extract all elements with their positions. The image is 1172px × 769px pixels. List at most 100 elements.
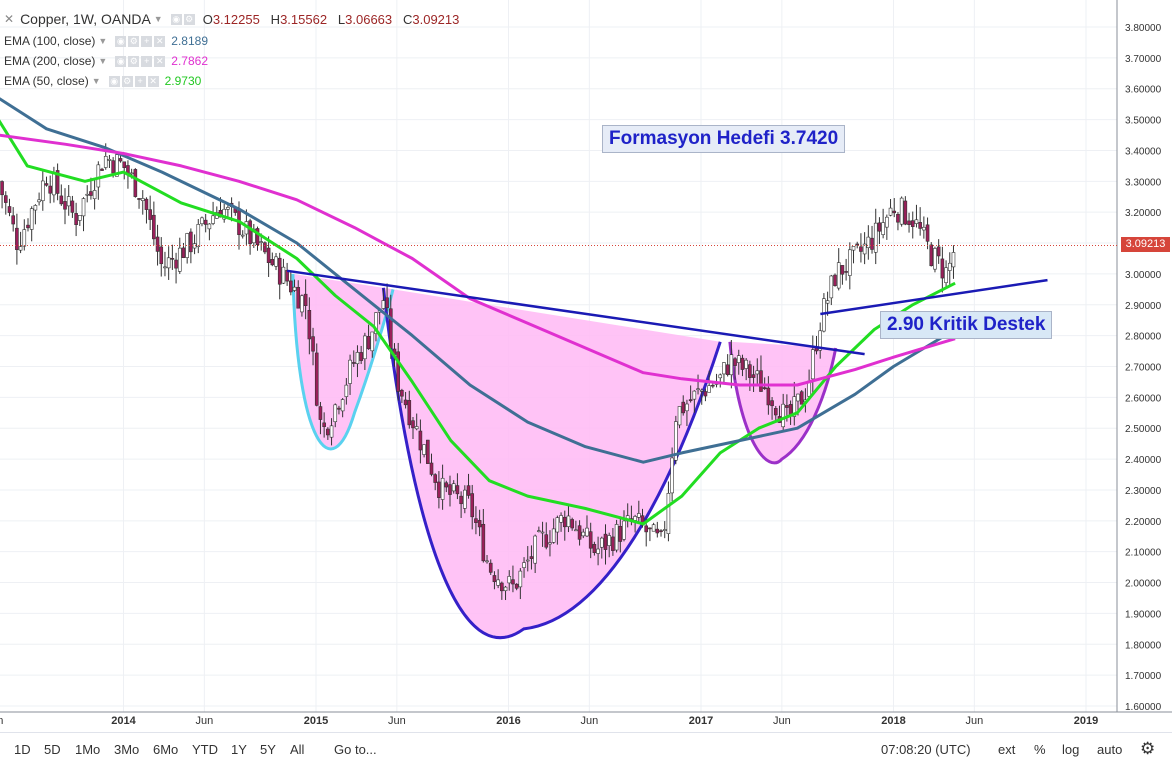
y-tick-label: 2.20000 <box>1125 517 1162 528</box>
range-3mo-button[interactable]: 3Mo <box>114 742 140 757</box>
y-tick-label: 3.40000 <box>1125 146 1162 157</box>
candle-body <box>422 444 426 455</box>
candle-body <box>914 219 919 224</box>
ext-toggle[interactable]: ext <box>998 742 1016 757</box>
log-toggle[interactable]: log <box>1062 742 1080 757</box>
close-icon[interactable]: ✕ <box>147 75 159 87</box>
x-tick-label: 2014 <box>111 715 136 727</box>
trend-line <box>820 278 1048 316</box>
candle-body <box>26 224 30 229</box>
gear-icon[interactable]: ⚙ <box>128 55 140 67</box>
chevron-down-icon[interactable]: ▼ <box>98 56 108 66</box>
candle-body <box>825 300 830 304</box>
symbol-legend[interactable]: ✕ Copper, 1W, OANDA ▼ ◉ ⚙ O3.12255 H3.15… <box>4 11 459 27</box>
gear-icon[interactable]: ⚙ <box>183 13 195 25</box>
close-icon[interactable]: ✕ <box>154 35 166 47</box>
candle-body <box>918 222 922 229</box>
settings-gear-icon[interactable]: ⚙ <box>1140 739 1156 758</box>
y-tick-label: 3.80000 <box>1125 23 1162 34</box>
candle-body <box>189 231 193 253</box>
candle-body <box>888 207 893 216</box>
chevron-down-icon[interactable]: ▼ <box>98 36 108 46</box>
plus-icon[interactable]: + <box>141 55 153 67</box>
bottom-toolbar: 1D 5D 1Mo 3Mo 6Mo YTD 1Y 5Y All Go to...… <box>0 732 1172 769</box>
y-tick-label: 2.40000 <box>1125 455 1162 466</box>
x-tick-label: Jun <box>773 715 791 727</box>
candle-body <box>799 391 804 405</box>
candle-body <box>59 195 64 205</box>
eye-icon[interactable]: ◉ <box>115 35 127 47</box>
range-1d-button[interactable]: 1D <box>14 742 31 757</box>
ema-50-legend[interactable]: EMA (50, close) ▼ ◉ ⚙ + ✕ 2.9730 <box>4 74 201 88</box>
eye-icon[interactable]: ◉ <box>108 75 120 87</box>
candle-body <box>951 252 956 268</box>
support-annotation[interactable]: 2.90 Kritik Destek <box>880 311 1053 339</box>
candle-body <box>444 482 449 488</box>
goto-button[interactable]: Go to... <box>334 742 377 757</box>
candle-body <box>337 407 341 410</box>
candle-body <box>944 267 948 283</box>
candle-body <box>18 246 23 251</box>
ema-200-legend[interactable]: EMA (200, close) ▼ ◉ ⚙ + ✕ 2.7862 <box>4 54 208 68</box>
y-tick-label: 2.90000 <box>1125 301 1162 312</box>
candle-body <box>933 248 937 270</box>
gear-icon[interactable]: ⚙ <box>128 35 140 47</box>
close-icon[interactable]: ✕ <box>154 55 166 67</box>
candle-body <box>174 259 178 269</box>
candle-body <box>177 247 182 272</box>
candle-body <box>329 425 334 438</box>
plus-icon[interactable]: + <box>141 35 153 47</box>
candle-body <box>581 531 586 537</box>
ema-100-legend[interactable]: EMA (100, close) ▼ ◉ ⚙ + ✕ 2.8189 <box>4 34 208 48</box>
range-6mo-button[interactable]: 6Mo <box>153 742 179 757</box>
percent-toggle[interactable]: % <box>1034 742 1046 757</box>
candle-body <box>140 198 145 201</box>
chevron-down-icon[interactable]: ▼ <box>91 76 101 86</box>
candle-body <box>947 262 952 271</box>
candle-body <box>488 562 493 573</box>
price-chart[interactable]: 3.80000 3.70000 3.60000 3.50000 3.40000 3.300… <box>0 0 1172 732</box>
candle-body <box>836 262 841 289</box>
eye-icon[interactable]: ◉ <box>115 55 127 67</box>
collapse-icon[interactable]: ✕ <box>4 12 15 26</box>
range-5d-button[interactable]: 5D <box>44 742 61 757</box>
range-5y-button[interactable]: 5Y <box>260 742 276 757</box>
range-1y-button[interactable]: 1Y <box>231 742 247 757</box>
plus-icon[interactable]: + <box>134 75 146 87</box>
x-tick-label: Jun <box>965 715 983 727</box>
candle-body <box>770 400 774 407</box>
candle-body <box>7 206 12 213</box>
range-ytd-button[interactable]: YTD <box>192 742 218 757</box>
clock-time: 07:08:20 (UTC) <box>881 742 971 757</box>
candle-body <box>718 374 723 379</box>
x-tick-label: Jun <box>580 715 598 727</box>
x-tick-label: Jun <box>195 715 213 727</box>
candle-body <box>96 164 101 188</box>
y-tick-label: 3.30000 <box>1125 177 1162 188</box>
range-all-button[interactable]: All <box>290 742 305 757</box>
candle-body <box>266 247 271 264</box>
candle-body <box>603 533 608 550</box>
candle-body <box>533 535 537 564</box>
candle-body <box>562 516 567 528</box>
gear-icon[interactable]: ⚙ <box>121 75 133 87</box>
candle-body <box>859 246 863 252</box>
cup-outline <box>381 287 722 640</box>
target-annotation[interactable]: Formasyon Hedefi 3.7420 <box>602 125 846 153</box>
eye-icon[interactable]: ◉ <box>170 13 182 25</box>
candle-body <box>596 548 600 554</box>
candle-body <box>677 406 682 426</box>
candle-body <box>618 525 623 542</box>
candle-body <box>659 530 663 533</box>
auto-toggle[interactable]: auto <box>1097 742 1123 757</box>
x-tick-label: 2016 <box>496 715 520 727</box>
candle-body <box>437 481 441 498</box>
chevron-down-icon[interactable]: ▼ <box>153 14 163 24</box>
candle-body <box>289 280 293 293</box>
candle-body <box>185 233 189 258</box>
candle-body <box>203 219 208 225</box>
candle-body <box>588 531 593 549</box>
candle-body <box>33 205 38 211</box>
range-1mo-button[interactable]: 1Mo <box>75 742 101 757</box>
candle-body <box>370 331 375 352</box>
